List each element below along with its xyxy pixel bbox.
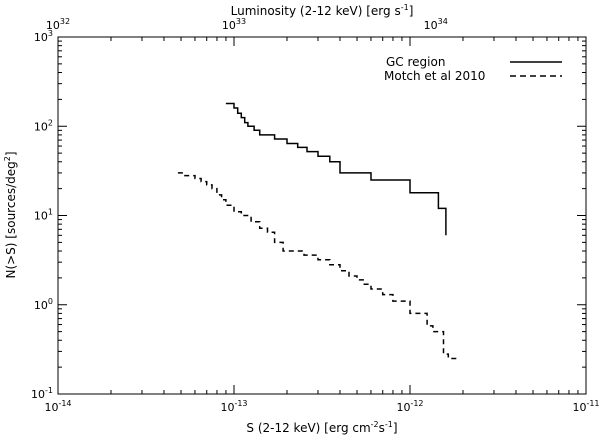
x-tick-label: 10-12 (396, 399, 423, 414)
series-layer (177, 102, 457, 360)
top-tick-label: 1033 (222, 17, 246, 32)
series-line-motch-2010 (177, 172, 457, 360)
x-tick-label: 10-11 (572, 399, 599, 414)
y-tick-label: 10-1 (31, 386, 53, 401)
y-tick-label: 102 (34, 118, 53, 133)
top-axis-title: Luminosity (2-12 keV) [erg s-1] (231, 3, 414, 18)
top-tick-label: 1034 (424, 17, 448, 32)
series-line-gc-region (225, 102, 447, 236)
x-axis-title: S (2-12 keV) [erg cm-2s-1] (246, 420, 397, 435)
tick-labels: 10-14 10-13 10-12 10-11 10-1 100 101 102 1031032… (31, 17, 600, 414)
y-axis-title: N(>S) [sources/deg2] (3, 151, 18, 278)
legend: GC region Motch et al 2010 (384, 55, 562, 83)
y-tick-label: 101 (34, 208, 53, 223)
legend-label-motch: Motch et al 2010 (384, 69, 485, 83)
legend-label-gc: GC region (386, 55, 445, 69)
top-tick-label: 1032 (46, 17, 70, 32)
x-tick-label: 10-14 (44, 399, 71, 414)
x-tick-label: 10-13 (220, 399, 247, 414)
axis-ticks (57, 37, 586, 395)
y-tick-label: 103 (34, 29, 53, 44)
y-tick-label: 100 (34, 297, 53, 312)
plot-frame (57, 36, 587, 395)
